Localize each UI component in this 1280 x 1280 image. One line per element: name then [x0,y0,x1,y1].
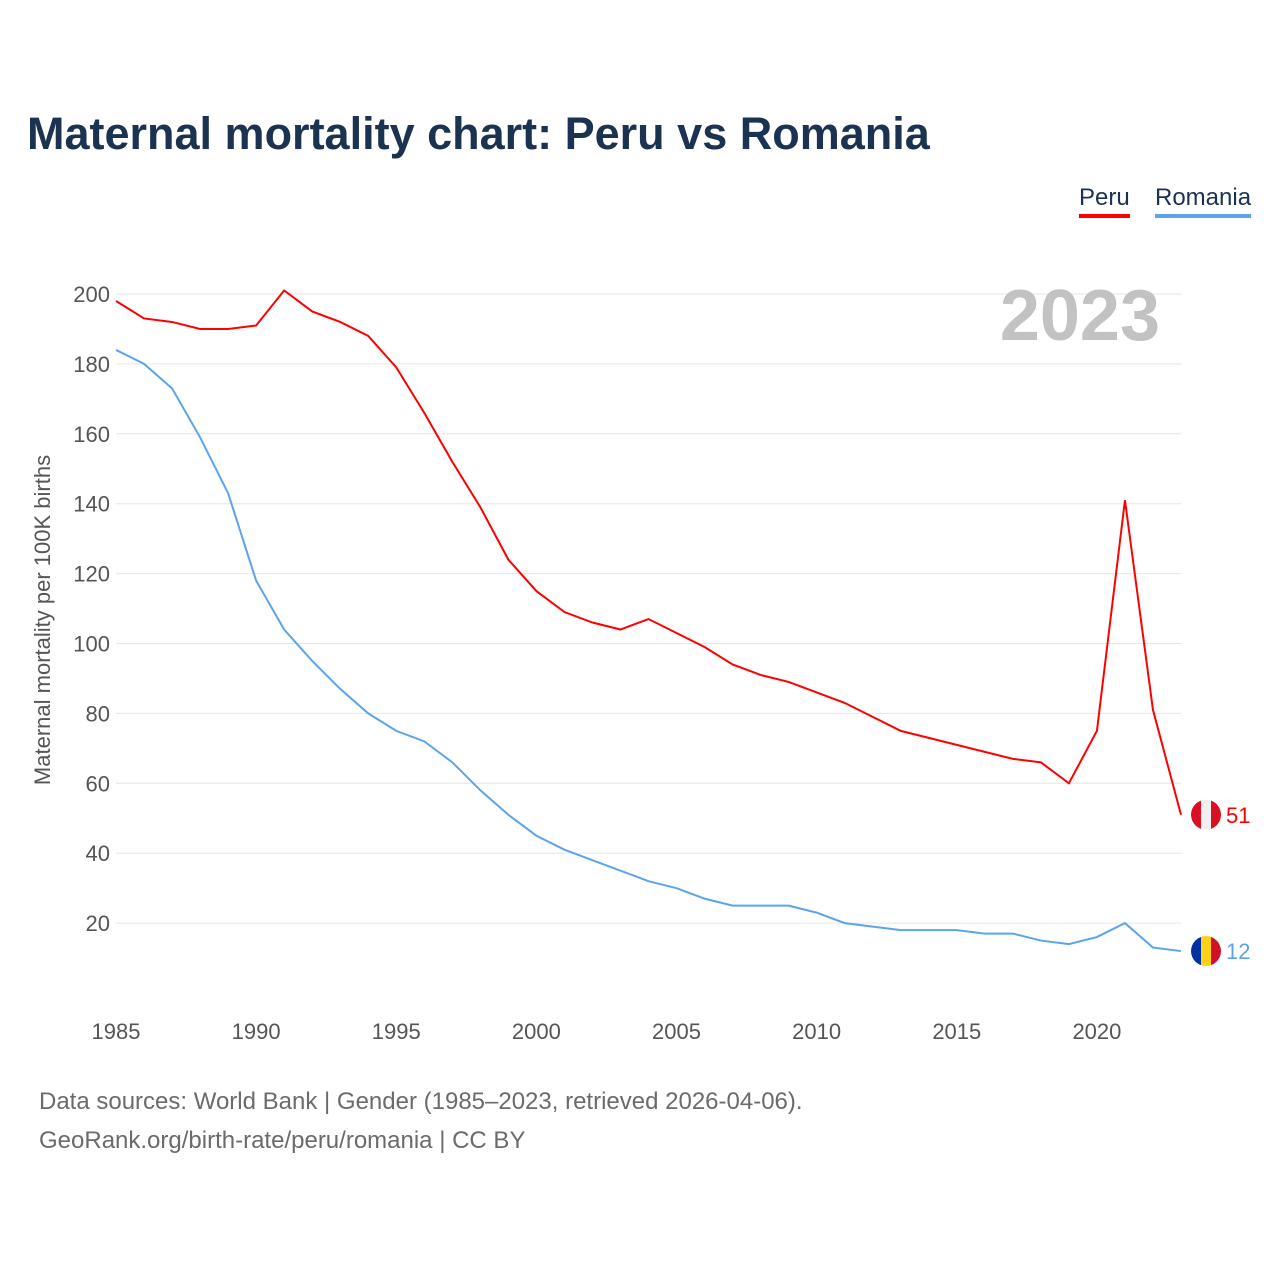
y-tick-label: 180 [73,352,110,377]
end-value-label-romania: 12 [1226,939,1250,964]
end-value-label-peru: 51 [1226,803,1250,828]
y-tick-label: 80 [86,701,110,726]
year-label: 2023 [1000,276,1160,356]
romania-flag-icon [1191,936,1221,967]
x-tick-label: 2000 [512,1019,561,1044]
chart-title: Maternal mortality chart: Peru vs Romani… [27,108,930,159]
y-tick-label: 140 [73,492,110,517]
legend-peru[interactable]: Peru [1079,184,1130,218]
peru-flag-icon [1191,799,1221,830]
y-tick-label: 40 [86,841,110,866]
x-tick-label: 2020 [1072,1019,1121,1044]
series-line-peru [115,289,1182,816]
footer-link[interactable]: GeoRank.org/birth-rate/peru/romania | CC… [39,1127,526,1154]
x-tick-label: 1995 [372,1019,421,1044]
y-tick-label: 200 [73,282,110,307]
y-tick-label: 160 [73,422,110,447]
y-axis-label: Maternal mortality per 100K births [30,455,55,785]
x-tick-label: 1990 [232,1019,281,1044]
x-tick-label: 1985 [92,1019,141,1044]
series-line-romania [115,349,1182,953]
x-tick-label: 2005 [652,1019,701,1044]
y-tick-label: 60 [86,771,110,796]
legend-romania[interactable]: Romania [1155,184,1252,218]
x-tick-label: 2010 [792,1019,841,1044]
footer-sources: Data sources: World Bank | Gender (1985–… [39,1088,803,1115]
x-tick-label: 2015 [932,1019,981,1044]
y-tick-label: 20 [86,911,110,936]
y-tick-label: 120 [73,562,110,587]
y-tick-label: 100 [73,632,110,657]
